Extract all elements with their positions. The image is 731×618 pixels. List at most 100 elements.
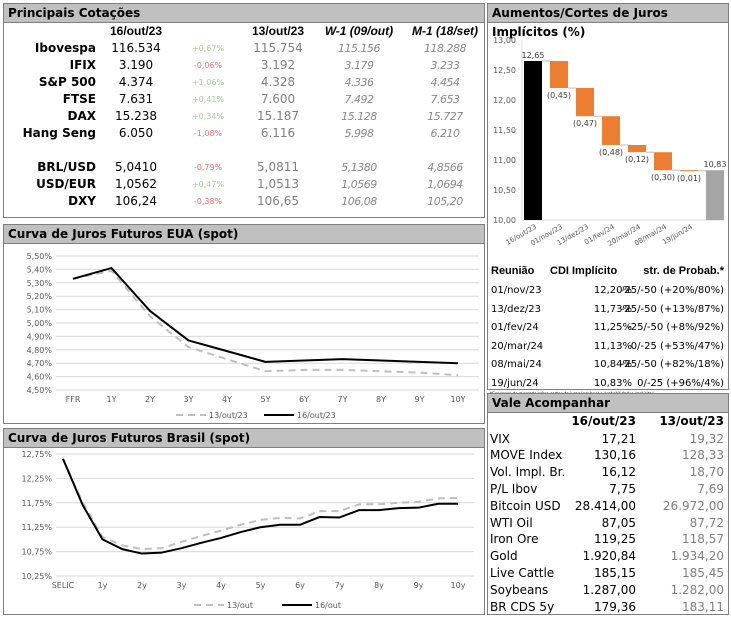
- x-tick-label: 7y: [335, 581, 345, 590]
- watch-name: Live Cattle: [490, 565, 555, 580]
- watch-name: MOVE Index: [490, 448, 563, 463]
- series-line-16-out-23: [72, 267, 459, 365]
- quote-month-ago: 7.653: [430, 93, 461, 106]
- us-curve-title: Curva de Juros Futuros EUA (spot): [4, 225, 484, 244]
- watch-previous: 7,69: [697, 481, 724, 496]
- quote-current: 7.631: [118, 92, 154, 106]
- quote-month-ago: 15.727: [427, 110, 463, 123]
- quote-name: DAX: [67, 109, 97, 123]
- column-header: Reunião: [491, 265, 535, 277]
- y-tick-label: 4,50%: [27, 386, 53, 395]
- watch-row: P/L Ibov 7,75 7,69: [488, 481, 728, 498]
- quotes-title: Principais Cotações: [4, 4, 484, 23]
- watch-panel: Vale Acompanhar 16/out/23 13/out/23 VIX 17,…: [487, 393, 729, 615]
- quote-week-ago: 106,08: [341, 195, 377, 208]
- data-label: (0,01): [677, 174, 701, 183]
- quote-row: USD/EUR 1,0562 +0,47% 1,0513 1,0569 1,0694: [4, 176, 484, 193]
- watch-row: Iron Ore 119,25 118,57: [488, 531, 728, 548]
- meeting-row: 01/nov/23 12,20% -25/-50 (+20%/80%): [488, 281, 728, 300]
- x-tick-label: 19/jun/24: [661, 223, 694, 247]
- quote-previous: 6.116: [260, 126, 296, 140]
- watch-row: Soybeans 1.287,00 1.282,00: [488, 582, 728, 599]
- legend-label: 16/out: [315, 601, 341, 610]
- meeting-probability: -25/-50 (+8%/92%): [627, 322, 724, 333]
- x-tick-label: SELIC: [52, 581, 75, 590]
- column-header: CDI Implícito: [550, 265, 618, 277]
- watch-previous: 118,57: [682, 532, 724, 547]
- quote-name: Hang Seng: [22, 126, 96, 140]
- series-line-13-out-23: [72, 269, 459, 377]
- watch-row: BR CDS 5y 179,36 183,11: [488, 599, 728, 616]
- column-header: 13/out/23: [659, 414, 724, 428]
- y-tick-label: 5,20%: [27, 292, 53, 301]
- waterfall-bar: [628, 145, 646, 153]
- data-label: (0,45): [547, 91, 571, 100]
- watch-row: Bitcoin USD 28.414,00 26.972,00: [488, 498, 728, 515]
- quote-change: +0,67%: [191, 44, 225, 53]
- quote-current: 116.534: [111, 41, 161, 55]
- y-tick-label: 12,75%: [21, 450, 52, 459]
- quote-current: 106,24: [115, 194, 157, 208]
- us-curve-chart: 4,50% 4,60% 4,70% 4,80% 4,90% 5,00% 5,10% 5,20%…: [27, 252, 479, 420]
- x-tick-label: 8Y: [376, 395, 386, 404]
- watch-row: Live Cattle 185,15 185,45: [488, 565, 728, 582]
- data-label: (0,12): [625, 155, 649, 164]
- watch-current: 7,75: [609, 481, 636, 496]
- meeting-row: 19/jun/24 10,83% 0/-25 (+96%/4%): [488, 374, 728, 393]
- quotes-panel: Principais Cotações 16/out/23 13/out/23 W-…: [3, 3, 485, 218]
- meeting-cdi: 10,83%: [593, 377, 632, 389]
- quote-current: 3.190: [118, 58, 154, 72]
- br-curve-panel: Curva de Juros Futuros Brasil (spot) 10,…: [3, 428, 485, 615]
- x-tick-label: 4Y: [222, 395, 232, 404]
- quote-change: +0,41%: [191, 95, 225, 104]
- column-header: str. de Probab.*: [643, 265, 724, 277]
- watch-current: 119,25: [594, 532, 636, 547]
- br-curve-chart: 10,25% 10,75% 11,25% 11,75% 12,25% 12,75% SELI…: [21, 450, 474, 610]
- quote-previous: 5,0811: [257, 160, 299, 174]
- waterfall-bar: [576, 88, 594, 117]
- quote-change: -0,06%: [193, 61, 223, 70]
- meeting-cdi: 11,73%: [593, 303, 632, 315]
- quote-previous: 7.600: [260, 92, 296, 106]
- column-header: W-1 (09/out): [324, 24, 394, 38]
- rates-panel: Aumentos/Cortes de Juros Implícitos (%) …: [487, 3, 729, 396]
- column-header: 16/out/23: [571, 414, 636, 428]
- quote-change: +0,47%: [191, 180, 225, 189]
- y-tick-label: 12,25%: [21, 474, 52, 483]
- quote-current: 1,0562: [115, 177, 157, 191]
- quote-change: +0,34%: [191, 112, 225, 121]
- x-tick-label: 1y: [98, 581, 108, 590]
- watch-previous: 87,72: [689, 515, 724, 530]
- waterfall-bar: [654, 152, 672, 171]
- y-tick-label: 5,30%: [27, 279, 53, 288]
- quote-current: 4.374: [118, 75, 154, 89]
- us-curve-panel: Curva de Juros Futuros EUA (spot) 4,50% 4…: [3, 224, 485, 424]
- data-label: (0,48): [599, 148, 623, 157]
- quote-previous: 106,65: [257, 194, 299, 208]
- meeting-row: 20/mar/24 11,13% 0/-25 (+53%/47%): [488, 337, 728, 356]
- x-tick-label: 2Y: [145, 395, 155, 404]
- y-tick-label: 10,00: [493, 216, 516, 225]
- meeting-probability: 0/-25 (+53%/47%): [630, 340, 724, 352]
- watch-current: 17,21: [601, 431, 636, 446]
- quote-current: 15.238: [115, 109, 157, 123]
- watch-name: Vol. Impl. Br.: [490, 465, 566, 480]
- quote-name: USD/EUR: [36, 177, 96, 191]
- waterfall-bar: [680, 170, 698, 172]
- quote-previous: 4.328: [260, 75, 296, 89]
- waterfall-bar: [706, 170, 724, 220]
- quote-name: S&P 500: [38, 75, 96, 89]
- meeting-date: 08/mai/24: [491, 359, 542, 370]
- quote-change: -0,79%: [193, 163, 223, 172]
- y-tick-label: 11,50: [493, 126, 516, 135]
- watch-previous: 1.934,20: [670, 549, 724, 564]
- meeting-cdi: 10,84%: [593, 359, 632, 370]
- quote-previous: 3.192: [260, 58, 296, 72]
- meeting-row: 13/dez/23 11,73% -25/-50 (+13%/87%): [488, 300, 728, 319]
- meeting-row: 08/mai/24 10,84% -25/-50 (+82%/18%): [488, 355, 728, 374]
- watch-previous: 26.972,00: [662, 498, 724, 513]
- quote-month-ago: 4.454: [430, 76, 461, 89]
- watch-row: Vol. Impl. Br. 16,12 18,70: [488, 464, 728, 481]
- x-tick-label: 1Y: [107, 395, 117, 404]
- x-tick-label: 5Y: [261, 395, 271, 404]
